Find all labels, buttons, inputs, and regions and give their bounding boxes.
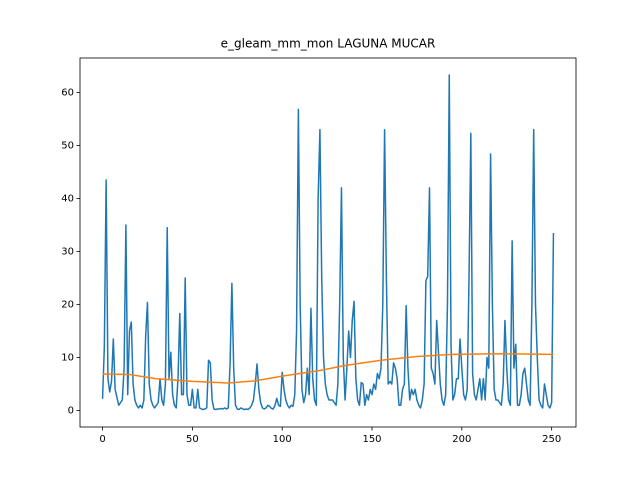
x-tick-label: 250 — [542, 434, 561, 445]
y-tick-label: 0 — [68, 406, 74, 417]
x-tick-label: 100 — [273, 434, 292, 445]
y-tick-label: 40 — [61, 193, 74, 204]
data-line — [102, 353, 554, 384]
y-tick-label: 50 — [61, 140, 74, 151]
x-tick-label: 0 — [99, 434, 105, 445]
axes-frame — [79, 57, 577, 428]
x-tick-label: 200 — [452, 434, 471, 445]
y-tick-label: 10 — [61, 353, 74, 364]
data-line — [101, 74, 555, 411]
x-tick-label: 150 — [362, 434, 381, 445]
y-tick-label: 20 — [61, 300, 74, 311]
y-tick-label: 30 — [61, 247, 74, 258]
x-tick-label: 50 — [186, 434, 199, 445]
plot-area — [101, 74, 555, 411]
y-tick-label: 60 — [61, 87, 74, 98]
chart-title: e_gleam_mm_mon LAGUNA MUCAR — [221, 37, 436, 51]
